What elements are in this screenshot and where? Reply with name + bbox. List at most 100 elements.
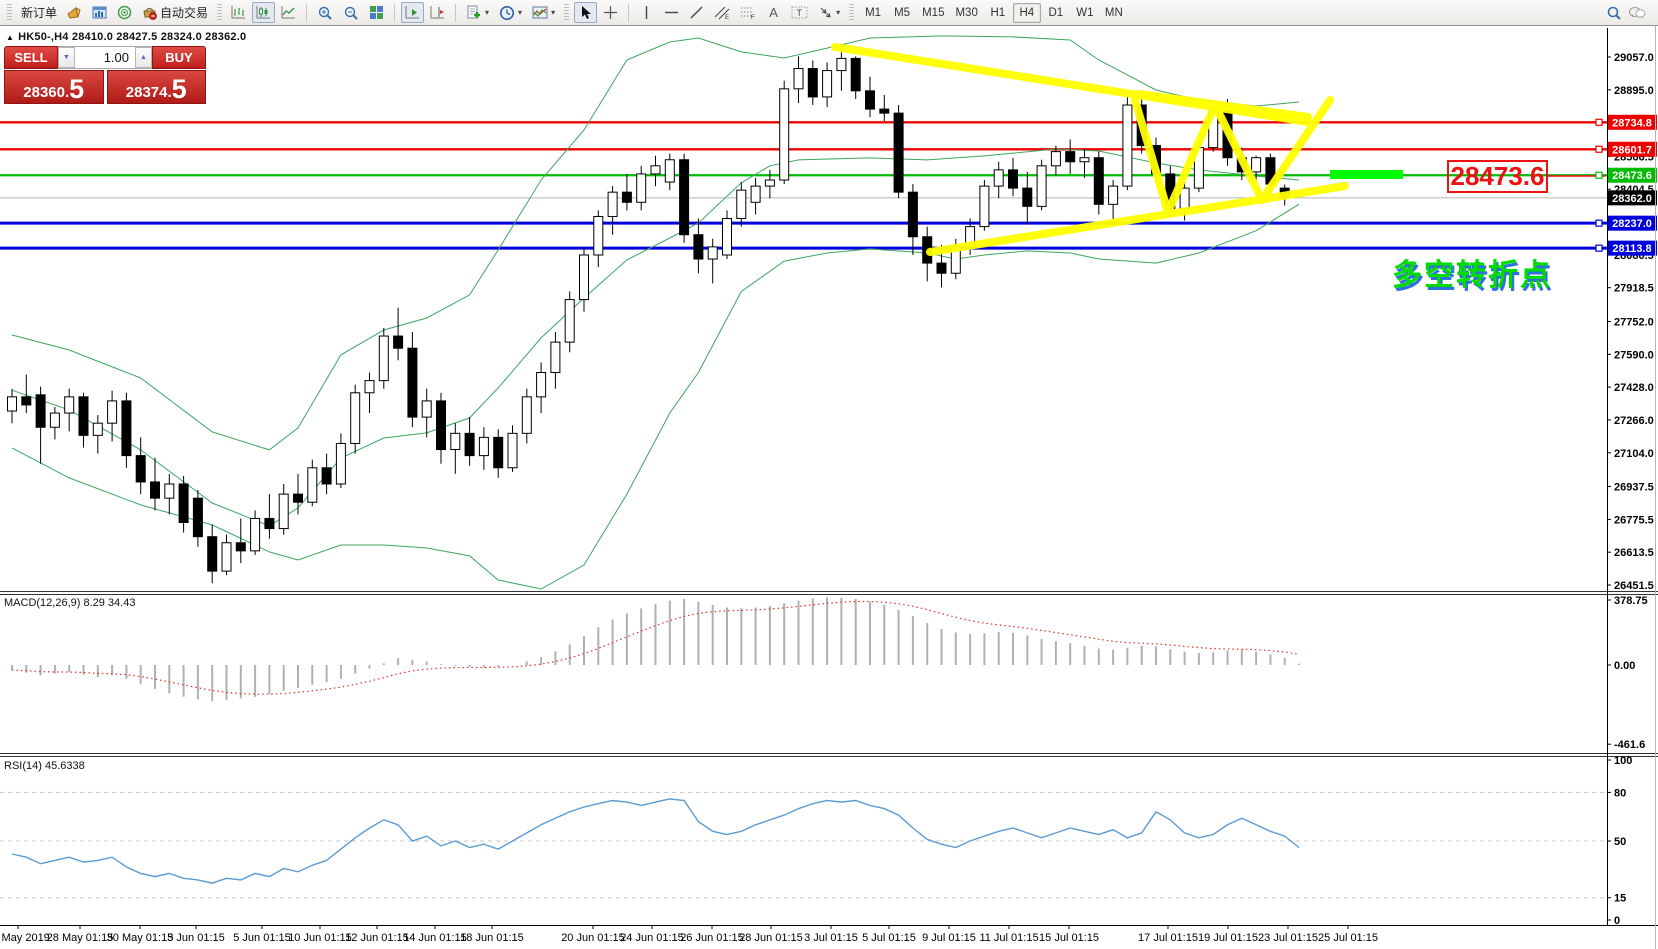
cursor-tool-button[interactable] bbox=[574, 2, 598, 23]
chart-window-icon-button[interactable] bbox=[88, 2, 111, 23]
trendline-tool-button[interactable] bbox=[685, 2, 708, 23]
timeframe-button-W1[interactable]: W1 bbox=[1076, 6, 1094, 19]
hline-handle[interactable] bbox=[1595, 171, 1603, 179]
timeframe-button-D1[interactable]: D1 bbox=[1048, 6, 1064, 19]
level-price-label-28601.7[interactable]: 28601.7 bbox=[1608, 141, 1657, 157]
bar-chart-mode-button[interactable] bbox=[227, 2, 250, 23]
sell-button-label: SELL bbox=[14, 50, 48, 65]
hline-handle-square[interactable] bbox=[1595, 171, 1603, 179]
candle-bearish bbox=[693, 234, 704, 260]
yellow-trendline[interactable] bbox=[926, 182, 1349, 256]
level-price-label-28113.8[interactable]: 28113.8 bbox=[1608, 240, 1657, 256]
arrows-tool-button[interactable]: ▾ bbox=[814, 2, 844, 23]
level-price-label-28601.7-text: 28601.7 bbox=[1612, 144, 1652, 156]
pane-separator[interactable] bbox=[0, 753, 1658, 757]
zoom-in-button[interactable] bbox=[313, 2, 337, 23]
timeframe-button-MN[interactable]: MN bbox=[1104, 6, 1123, 19]
tile-windows-button[interactable] bbox=[365, 2, 388, 23]
volume-increase-button[interactable]: ▲ bbox=[135, 47, 152, 68]
hline-handle-square[interactable] bbox=[1595, 118, 1603, 126]
yellow-trendline[interactable] bbox=[1211, 101, 1266, 204]
sell-button[interactable]: SELL bbox=[4, 46, 58, 69]
candle-bearish bbox=[493, 436, 504, 469]
depth-of-market-icon-button[interactable] bbox=[113, 2, 136, 23]
vertical-line-tool-button[interactable] bbox=[635, 2, 658, 23]
level-price-label-28237[interactable]: 28237.0 bbox=[1608, 215, 1657, 231]
yellow-trendline[interactable] bbox=[1258, 96, 1334, 204]
search-icon[interactable] bbox=[1606, 5, 1622, 21]
level-price-label-28113.8-bg bbox=[1608, 240, 1657, 256]
candle-bullish bbox=[664, 159, 675, 183]
volume-decrease-button[interactable]: ▼ bbox=[58, 47, 75, 68]
timeframe-button-M1[interactable]: M1 bbox=[865, 6, 882, 19]
timeframe-button-H4[interactable]: H4 bbox=[1012, 2, 1041, 23]
buy-price-box[interactable]: 28374. 5 bbox=[106, 70, 206, 104]
symbol-collapse-icon[interactable]: ▲ bbox=[6, 33, 15, 42]
candle-bearish bbox=[78, 396, 89, 436]
text-label-tool-button[interactable]: T bbox=[787, 2, 812, 23]
candle-bullish bbox=[750, 185, 761, 203]
candle-bullish bbox=[1251, 157, 1262, 173]
volume-input[interactable]: 1.00 bbox=[75, 47, 135, 68]
yellow-trendline[interactable] bbox=[1131, 96, 1172, 216]
svg-text:F: F bbox=[751, 15, 755, 20]
hline-handle-square[interactable] bbox=[1595, 244, 1603, 252]
candle-bullish bbox=[707, 246, 718, 260]
text-label-icon: T bbox=[791, 6, 808, 19]
hline-handle[interactable] bbox=[1595, 219, 1603, 227]
zoom-out-button[interactable] bbox=[339, 2, 363, 23]
toolbar-grip[interactable] bbox=[217, 3, 223, 22]
indicators-button[interactable]: ▾ bbox=[528, 2, 559, 23]
hline-handle-square[interactable] bbox=[1595, 219, 1603, 227]
toolbar-grip[interactable] bbox=[564, 3, 570, 22]
candle-bearish bbox=[1093, 157, 1104, 205]
time-tick-label: 5 Jun 01:15 bbox=[233, 932, 291, 944]
toolbar-grip[interactable] bbox=[7, 3, 12, 22]
toolbar-grip[interactable] bbox=[849, 3, 855, 22]
yellow-trendline[interactable] bbox=[1164, 101, 1219, 216]
chat-icon[interactable] bbox=[1628, 5, 1646, 21]
level-price-label-28734.8-text: 28734.8 bbox=[1612, 117, 1652, 129]
period-clock-button[interactable]: ▾ bbox=[495, 2, 526, 23]
hline-handle[interactable] bbox=[1595, 244, 1603, 252]
add-object-button[interactable]: ▾ bbox=[462, 2, 493, 23]
candle-bearish bbox=[893, 112, 904, 193]
crosshair-tool-button[interactable] bbox=[599, 2, 622, 23]
green-highlight-bar[interactable] bbox=[1330, 170, 1403, 179]
horn-icon bbox=[67, 7, 81, 19]
cn-annotation-text[interactable]: 多空转折点 bbox=[1392, 259, 1552, 292]
sell-price-big-digit: 5 bbox=[69, 74, 85, 105]
hline-handle[interactable] bbox=[1595, 145, 1603, 153]
main-toolbar: 新订单 自动交易 bbox=[0, 0, 1658, 26]
hline-handle[interactable] bbox=[1595, 118, 1603, 126]
pane-separator[interactable] bbox=[0, 591, 1658, 595]
candle-bearish bbox=[1022, 187, 1033, 207]
timeframe-button-M15[interactable]: M15 bbox=[922, 6, 945, 19]
level-price-label-28473.6[interactable]: 28473.6 bbox=[1608, 167, 1657, 183]
sell-price-box[interactable]: 28360. 5 bbox=[4, 70, 104, 104]
hline-handle-square[interactable] bbox=[1595, 145, 1603, 153]
candle-bearish bbox=[135, 455, 146, 483]
fibonacci-tool-button[interactable]: F bbox=[736, 2, 760, 23]
candlestick-mode-button[interactable] bbox=[252, 2, 276, 23]
line-chart-mode-button[interactable] bbox=[277, 2, 300, 23]
timeframe-button-M5[interactable]: M5 bbox=[894, 6, 911, 19]
auto-scroll-button[interactable] bbox=[401, 2, 425, 23]
horizontal-line-tool-button[interactable] bbox=[660, 2, 683, 23]
yellow-trendline[interactable] bbox=[1136, 90, 1312, 121]
timeframe-button-M30[interactable]: M30 bbox=[955, 6, 978, 19]
timeframe-button-H1[interactable]: H1 bbox=[990, 6, 1006, 19]
buy-button[interactable]: BUY bbox=[152, 46, 206, 69]
new-order-button[interactable]: 新订单 bbox=[17, 2, 61, 23]
price-callout-box[interactable]: 28473.6 bbox=[1447, 160, 1548, 193]
auto-trading-button[interactable]: 自动交易 bbox=[138, 2, 212, 23]
text-tool-button[interactable]: A bbox=[762, 2, 785, 23]
equidistant-channel-tool-button[interactable]: E bbox=[710, 2, 734, 23]
chart-shift-button[interactable] bbox=[426, 2, 449, 23]
time-tick-label: 26 Jun 01:15 bbox=[680, 932, 744, 944]
market-watch-icon-button[interactable] bbox=[63, 2, 86, 23]
price-tick-label: 26937.5 bbox=[1614, 482, 1654, 494]
rsi-axis-label: 15 bbox=[1614, 893, 1626, 905]
level-price-label-28734.8[interactable]: 28734.8 bbox=[1608, 114, 1657, 130]
